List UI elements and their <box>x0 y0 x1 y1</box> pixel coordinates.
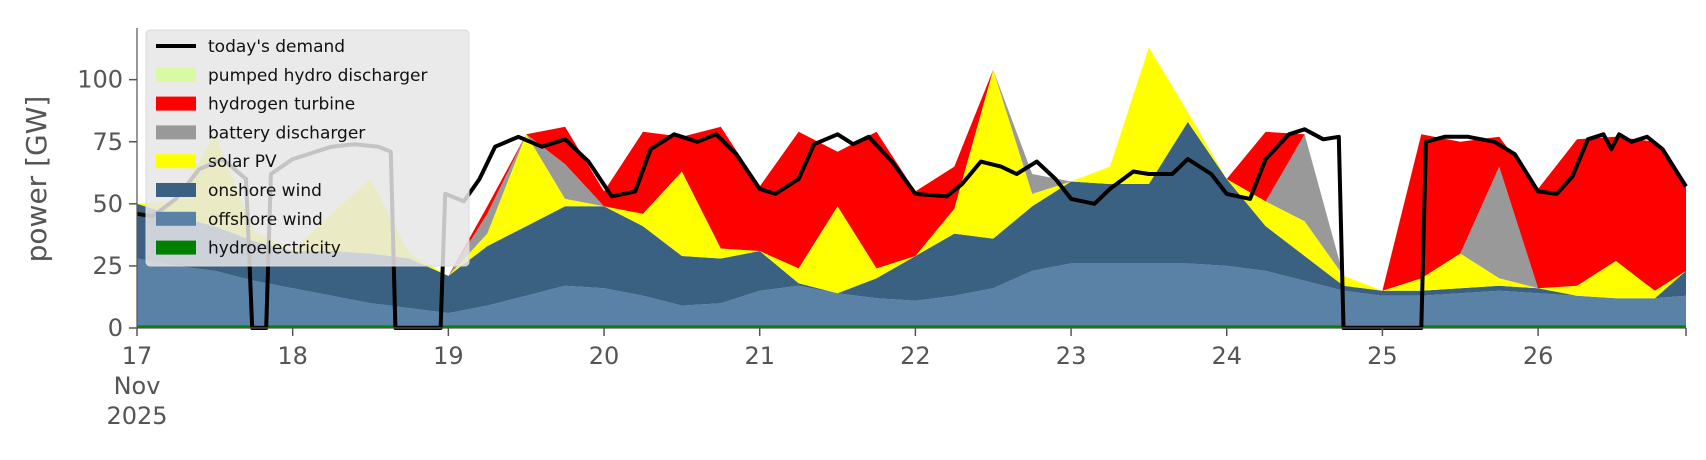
x-tick-label: 17 <box>122 342 153 370</box>
x-tick-label: 21 <box>744 342 775 370</box>
legend-label: battery discharger <box>208 123 365 143</box>
area-offshore-wind <box>137 258 1686 326</box>
x-tick-label: 20 <box>589 342 620 370</box>
legend-label: hydroelectricity <box>208 239 341 259</box>
legend-label: solar PV <box>208 152 277 172</box>
legend-swatch-offshore-wind <box>156 211 196 226</box>
legend: today's demand pumped hydro discharger hyd… <box>145 29 470 267</box>
area-hydrogen-turbine <box>137 47 1686 291</box>
x-tick-label: 18 <box>277 342 308 370</box>
x-tick-label: 22 <box>900 342 931 370</box>
x-tick-label: 25 <box>1367 342 1398 370</box>
area-battery-discharger <box>137 47 1686 291</box>
area-hydroelectricity <box>137 325 1686 328</box>
x-tick-label: 19 <box>433 342 464 370</box>
area-layers <box>137 47 1686 328</box>
legend-label: offshore wind <box>208 210 323 230</box>
y-axis-title: power [GW] <box>20 96 53 263</box>
legend-box <box>145 29 470 267</box>
x-tick-sublabel: Nov <box>114 372 161 400</box>
legend-label: today's demand <box>208 37 345 57</box>
legend-swatch-hydrogen-turbine <box>156 96 196 111</box>
legend-label: hydrogen turbine <box>208 95 355 115</box>
x-tick-label: 23 <box>1056 342 1087 370</box>
area-solar-pv <box>137 47 1686 299</box>
y-tick-label: 75 <box>92 128 123 156</box>
legend-swatch-solar-pv <box>156 154 196 169</box>
area-onshore-wind <box>137 121 1686 314</box>
legend-swatch-onshore-wind <box>156 183 196 197</box>
y-tick-label: 100 <box>77 66 123 94</box>
x-tick-label: 26 <box>1523 342 1554 370</box>
legend-swatch-pumped-hydro-discharger <box>156 67 196 82</box>
legend-swatch-battery-discharger <box>156 125 196 140</box>
x-tick-label: 24 <box>1211 342 1242 370</box>
legend-label: pumped hydro discharger <box>208 66 427 86</box>
y-tick-label: 25 <box>92 252 123 280</box>
y-tick-label: 50 <box>92 190 123 218</box>
x-tick-sublabel: 2025 <box>106 402 167 430</box>
y-tick-label: 0 <box>108 314 123 342</box>
legend-swatch-hydroelectricity <box>156 240 196 255</box>
legend-label: onshore wind <box>208 181 322 201</box>
